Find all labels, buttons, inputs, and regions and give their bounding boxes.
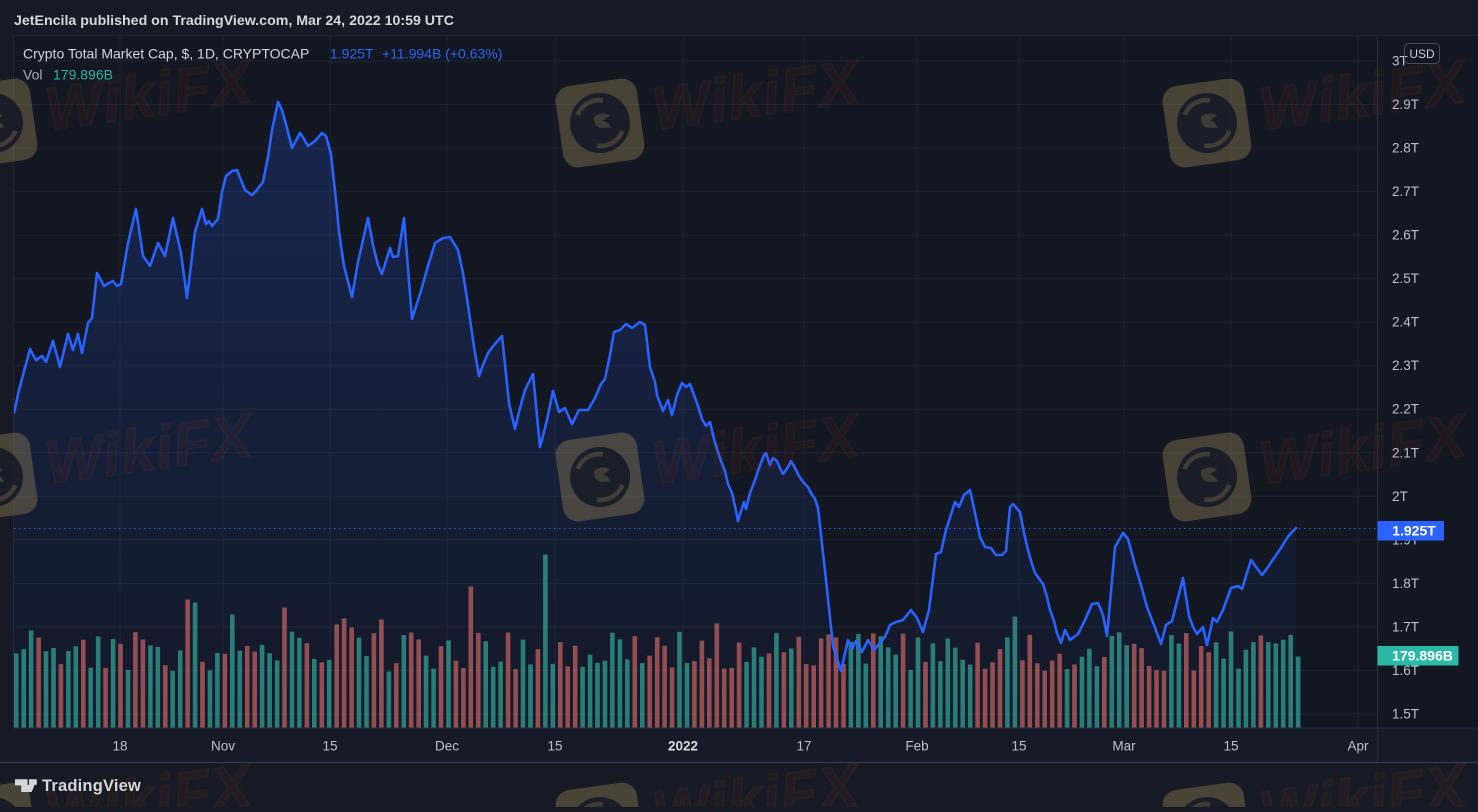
svg-text:15: 15 <box>1223 739 1238 754</box>
svg-text:2.1T: 2.1T <box>1392 445 1419 460</box>
svg-text:1.8T: 1.8T <box>1392 576 1419 591</box>
svg-text:2.9T: 2.9T <box>1392 97 1419 112</box>
svg-text:2022: 2022 <box>668 739 698 754</box>
svg-text:15: 15 <box>1011 739 1026 754</box>
svg-text:Feb: Feb <box>905 739 928 754</box>
svg-text:2T: 2T <box>1392 489 1408 504</box>
svg-text:1.7T: 1.7T <box>1392 619 1419 634</box>
svg-text:USD: USD <box>1409 47 1435 61</box>
svg-text:Apr: Apr <box>1347 739 1369 754</box>
svg-text:+11.994B (+0.63%): +11.994B (+0.63%) <box>382 46 502 62</box>
svg-text:17: 17 <box>796 739 811 754</box>
svg-text:1.5T: 1.5T <box>1392 706 1419 721</box>
svg-text:1.6T: 1.6T <box>1392 663 1419 678</box>
svg-text:3T: 3T <box>1392 54 1408 69</box>
svg-text:2.3T: 2.3T <box>1392 358 1419 373</box>
svg-text:1.925T: 1.925T <box>1392 523 1436 539</box>
svg-text:JetEncila published on Trading: JetEncila published on TradingView.com, … <box>14 13 454 29</box>
svg-text:Dec: Dec <box>435 739 459 754</box>
svg-text:2.7T: 2.7T <box>1392 184 1419 199</box>
svg-text:WikiFX: WikiFX <box>1255 750 1474 807</box>
svg-text:Nov: Nov <box>211 739 235 754</box>
svg-text:2.5T: 2.5T <box>1392 271 1419 286</box>
svg-text:2.6T: 2.6T <box>1392 228 1419 243</box>
svg-text:TradingView: TradingView <box>42 777 141 795</box>
svg-text:2.2T: 2.2T <box>1392 402 1419 417</box>
svg-text:15: 15 <box>322 739 337 754</box>
svg-text:1.925T: 1.925T <box>330 46 374 62</box>
svg-text:179.896B: 179.896B <box>53 67 113 83</box>
svg-text:18: 18 <box>112 739 127 754</box>
svg-text:2.8T: 2.8T <box>1392 141 1419 156</box>
svg-text:15: 15 <box>547 739 562 754</box>
svg-text:179.896B: 179.896B <box>1392 648 1453 664</box>
svg-text:Vol: Vol <box>23 67 42 83</box>
svg-text:Crypto Total Market Cap, $, 1D: Crypto Total Market Cap, $, 1D, CRYPTOCA… <box>23 46 309 62</box>
svg-text:Mar: Mar <box>1112 739 1136 754</box>
svg-text:2.4T: 2.4T <box>1392 315 1419 330</box>
